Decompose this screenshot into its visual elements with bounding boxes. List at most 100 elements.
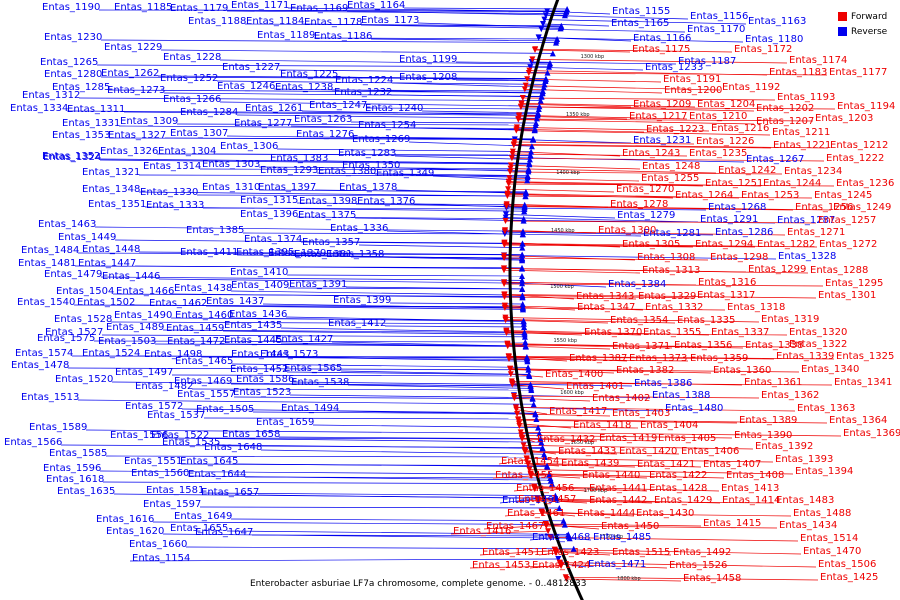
gene-label: Entas_1565 bbox=[284, 363, 342, 374]
gene-label: Entas_1502 bbox=[77, 297, 135, 308]
gene-connector-line bbox=[222, 330, 525, 335]
gene-label: Entas_1156 bbox=[690, 11, 748, 22]
forward-feature-arrow bbox=[544, 8, 551, 15]
reverse-feature-arrow bbox=[541, 81, 548, 88]
gene-label: Entas_1616 bbox=[96, 514, 154, 525]
reverse-feature-arrow bbox=[522, 343, 529, 350]
reverse-feature-arrow bbox=[570, 545, 577, 552]
gene-label: Entas_1327 bbox=[108, 130, 166, 141]
gene-label: Entas_1279 bbox=[617, 210, 675, 221]
gene-label: Entas_1256 bbox=[795, 202, 853, 213]
gene-connector-line bbox=[316, 172, 528, 176]
gene-label: Entas_1268 bbox=[708, 202, 766, 213]
gene-label: Entas_1446 bbox=[102, 271, 160, 282]
gene-label: Entas_1325 bbox=[836, 351, 894, 362]
gene-connector-line bbox=[230, 290, 523, 296]
gene-connector-line bbox=[555, 551, 672, 556]
gene-label: Entas_1574 bbox=[15, 348, 73, 359]
forward-feature-arrow bbox=[501, 292, 508, 299]
gene-label: Entas_1401 bbox=[566, 381, 624, 392]
reverse-feature-arrow bbox=[526, 161, 533, 168]
gene-label: Entas_1272 bbox=[819, 239, 877, 250]
gene-label: Entas_1163 bbox=[748, 16, 806, 27]
gene-connector-line bbox=[527, 78, 662, 83]
gene-label: Entas_1436 bbox=[229, 309, 287, 320]
gene-connector-line bbox=[262, 303, 523, 309]
gene-connector-line bbox=[199, 506, 560, 509]
gene-connector-line bbox=[66, 110, 538, 114]
gene-label: Entas_1301 bbox=[818, 290, 876, 301]
forward-feature-arrow bbox=[506, 356, 512, 362]
gene-label: Entas_1402 bbox=[592, 393, 650, 404]
forward-feature-arrow bbox=[513, 124, 520, 131]
forward-feature-arrow bbox=[501, 255, 508, 261]
gene-label: Entas_1581 bbox=[146, 485, 204, 496]
gene-label: Entas_1428 bbox=[649, 483, 707, 494]
gene-connector-line bbox=[394, 155, 530, 160]
gene-connector-line bbox=[67, 367, 529, 371]
gene-connector-line bbox=[508, 356, 775, 360]
gene-connector-line bbox=[499, 498, 538, 504]
reverse-feature-arrow bbox=[565, 533, 572, 539]
gene-label: Entas_1295 bbox=[825, 278, 883, 289]
gene-label: Entas_1360 bbox=[713, 365, 771, 376]
gene-label: Entas_1505 bbox=[196, 404, 254, 415]
forward-feature-arrow bbox=[523, 456, 530, 463]
strand-legend: Forward Reverse bbox=[838, 9, 887, 39]
forward-feature-arrow bbox=[507, 165, 514, 172]
gene-label: Entas_1285 bbox=[52, 82, 110, 93]
gene-label: Entas_1480 bbox=[665, 403, 723, 414]
reverse-feature-arrow bbox=[519, 265, 525, 272]
gene-connector-line bbox=[138, 174, 528, 177]
forward-feature-arrow bbox=[504, 193, 511, 199]
gene-connector-line bbox=[162, 329, 525, 333]
gene-label: Entas_1188 bbox=[188, 16, 246, 27]
gene-connector-line bbox=[395, 189, 526, 194]
gene-label: Entas_1453 bbox=[472, 560, 530, 571]
gene-connector-line bbox=[513, 144, 829, 149]
gene-connector-line bbox=[389, 302, 523, 305]
reverse-feature-arrow bbox=[547, 60, 553, 66]
gene-connector-line bbox=[517, 413, 611, 417]
gene-label: Entas_1243 bbox=[622, 148, 680, 159]
gene-connector-line bbox=[530, 474, 581, 479]
gene-label: Entas_1271 bbox=[787, 227, 845, 238]
gene-label: Entas_1169 bbox=[290, 3, 348, 14]
gene-label: Entas_1273 bbox=[107, 85, 165, 96]
reverse-feature-arrow bbox=[532, 410, 539, 417]
gene-label: Entas_1454 bbox=[501, 456, 559, 467]
gene-label: Entas_1515 bbox=[612, 547, 670, 558]
gene-label: Entas_1660 bbox=[129, 539, 187, 550]
gene-connector-line bbox=[560, 564, 668, 569]
gene-label: Entas_1189 bbox=[257, 30, 315, 41]
gene-label: Entas_1395 bbox=[236, 247, 294, 258]
gene-label: Entas_1336 bbox=[330, 223, 388, 234]
reverse-feature-arrow bbox=[522, 339, 529, 345]
gene-label: Entas_1340 bbox=[801, 364, 859, 375]
gene-label: Entas_1442 bbox=[589, 495, 647, 506]
gene-connector-line bbox=[508, 182, 704, 187]
forward-feature-arrow bbox=[543, 523, 550, 529]
gene-connector-line bbox=[521, 437, 657, 442]
gene-label: Entas_1312 bbox=[22, 90, 80, 101]
gene-connector-line bbox=[510, 368, 712, 374]
gene-label: Entas_1304 bbox=[158, 146, 216, 157]
forward-feature-arrow bbox=[503, 327, 510, 334]
reverse-feature-arrow bbox=[536, 103, 543, 110]
gene-connector-line bbox=[514, 397, 591, 402]
gene-connector-line bbox=[524, 89, 663, 94]
gene-label: Entas_1352 bbox=[42, 151, 100, 162]
gene-connector-line bbox=[346, 10, 565, 16]
gene-connector-line bbox=[547, 10, 611, 15]
gene-label: Entas_1228 bbox=[163, 52, 221, 63]
gene-connector-line bbox=[541, 28, 686, 33]
forward-feature-arrow bbox=[514, 411, 521, 417]
gene-connector-line bbox=[78, 97, 541, 101]
gene-label: Entas_1357 bbox=[302, 237, 360, 248]
gene-label: Entas_1316 bbox=[698, 277, 756, 288]
gene-connector-line bbox=[520, 432, 842, 437]
gene-label: Entas_1438 bbox=[174, 283, 232, 294]
gene-label: Entas_1246 bbox=[217, 81, 275, 92]
gene-connector-line bbox=[519, 115, 688, 120]
